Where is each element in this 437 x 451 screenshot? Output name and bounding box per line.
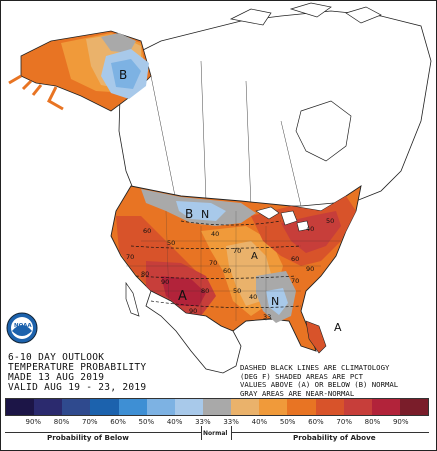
note-line-3: VALUES ABOVE (A) OR BELOW (B) NORMAL [240, 380, 399, 389]
legend-label: 90% [392, 418, 409, 426]
contour-label: 90 [161, 278, 169, 286]
legend-label: 90% [25, 418, 42, 426]
legend-label: 33% [223, 418, 239, 426]
normal-divider-right [231, 426, 232, 440]
outlook-title-block: 6-10 DAY OUTLOOK TEMPERATURE PROBABILITY… [8, 353, 146, 393]
alaska-blue-core [111, 59, 141, 89]
contour-label: 80 [201, 287, 209, 295]
map-notes: DASHED BLACK LINES ARE CLIMATOLOGY (DEG … [240, 363, 399, 398]
legend-color-cell [315, 399, 344, 415]
contour-label: 60 [291, 255, 299, 263]
legend-label: 80% [53, 418, 70, 426]
legend-label: 60% [308, 418, 324, 426]
contour-label: 70 [233, 247, 241, 255]
contour-label: 60 [223, 267, 231, 275]
note-line-4: GRAY AREAS ARE NEAR-NORMAL [240, 388, 355, 398]
legend-label: 70% [82, 418, 98, 426]
contour-label: 40 [306, 225, 314, 233]
title-line-4: VALID AUG 19 - 23, 2019 [8, 382, 147, 393]
southwest-above-label: A [178, 289, 187, 304]
mexico-landmass [145, 290, 242, 374]
legend-color-cell [259, 399, 288, 415]
contour-label: 40 [249, 293, 257, 301]
legend-color-cell [6, 399, 35, 415]
above-caption: Probability of Above [293, 433, 376, 442]
legend-color-cell [343, 399, 372, 415]
state-borders [126, 210, 341, 321]
contour-label: 70 [126, 253, 134, 261]
note-line-2: (DEG F) SHADED AREAS ARE PCT [240, 371, 364, 381]
province-borders [150, 60, 302, 207]
contour-label: 50 [326, 217, 334, 225]
outlook-map: B B N N A A A 70 60 50 80 90 40 70 60 50… [6, 2, 432, 374]
southeast-blue-area [266, 288, 288, 315]
alaska-gray-band [101, 33, 136, 53]
northern-blue-area [176, 201, 226, 221]
legend-captions: Probability of Below Normal Probability … [5, 426, 429, 450]
climatology-contours [130, 220, 302, 309]
title-line-2: TEMPERATURE PROBABILITY [8, 362, 147, 373]
legend-color-cell [62, 399, 91, 415]
legend-label: 40% [166, 418, 183, 426]
aleutian-chain [8, 74, 64, 111]
above-caption-line [231, 432, 429, 433]
title-line-1: 6-10 DAY OUTLOOK [8, 352, 105, 363]
hudson-bay [295, 100, 352, 162]
central-below-label: B [185, 207, 193, 221]
contour-label: 60 [143, 227, 151, 235]
alaska-below-label: B [119, 68, 127, 82]
legend-color-cell [371, 399, 400, 415]
normal-caption: Normal [203, 430, 228, 437]
legend-color-cell [174, 399, 203, 415]
below-caption-line [5, 432, 201, 433]
southeast-normal-label: N [271, 295, 279, 308]
legend-label: 50% [279, 418, 296, 426]
contour-label: 50 [233, 287, 241, 295]
central-above-label: A [251, 251, 258, 262]
legend-label: 60% [110, 418, 126, 426]
probability-legend [5, 398, 429, 416]
legend-label: 33% [195, 418, 211, 426]
arctic-islands [229, 2, 382, 26]
florida-red-area [305, 320, 327, 354]
contour-label: 33 [263, 313, 271, 321]
legend-label: 40% [251, 418, 268, 426]
great-lakes [255, 206, 310, 232]
legend-color-cell [399, 399, 429, 415]
florida-above-label: A [334, 321, 342, 334]
contour-label: 80 [141, 270, 149, 278]
baja-peninsula [125, 281, 140, 317]
note-line-1: DASHED BLACK LINES ARE CLIMATOLOGY [240, 363, 390, 372]
legend-label: 80% [364, 418, 381, 426]
noaa-logo: NOAA [6, 312, 38, 344]
legend-color-cell [118, 399, 147, 415]
canada-landmass [118, 10, 432, 207]
contour-label: 50 [167, 239, 175, 247]
below-caption: Probability of Below [47, 433, 129, 442]
noaa-logo-text: NOAA [14, 323, 32, 329]
legend-color-cell [287, 399, 316, 415]
contour-label: 70 [209, 259, 217, 267]
legend-color-cell [34, 399, 63, 415]
contour-label: 90 [189, 307, 197, 315]
contour-label: 40 [211, 230, 219, 238]
legend-color-cell [146, 399, 175, 415]
legend-color-cell [202, 399, 232, 415]
legend-color-cell [231, 399, 260, 415]
title-line-3: MADE 13 AUG 2019 [8, 372, 105, 383]
normal-divider-left [201, 426, 202, 440]
central-normal-label: N [201, 208, 209, 221]
legend-label: 70% [336, 418, 352, 426]
contour-label: 90 [306, 265, 314, 273]
legend-label: 50% [138, 418, 155, 426]
legend-color-cell [90, 399, 119, 415]
contour-label: 70 [291, 277, 299, 285]
